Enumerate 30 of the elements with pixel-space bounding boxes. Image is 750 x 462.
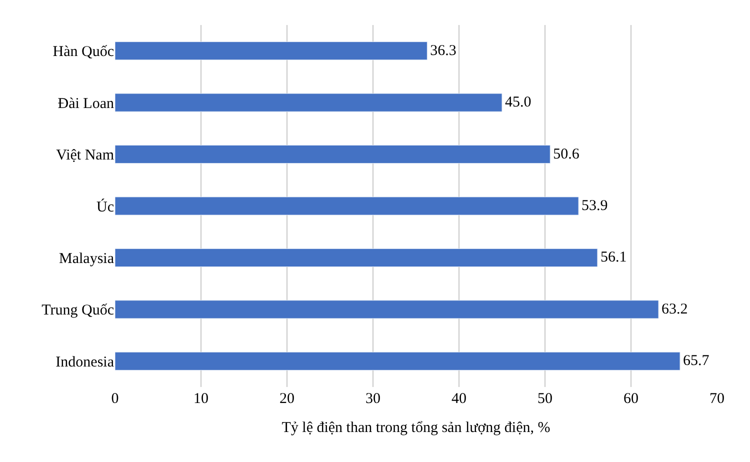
data-label: 56.1 (600, 250, 627, 266)
x-tick-label: 50 (538, 391, 552, 407)
y-tick-label: Đài Loan (58, 96, 114, 112)
x-axis-title: Tỷ lệ điện than trong tổng sản lượng điện, % (282, 420, 550, 436)
x-tick-label: 30 (366, 391, 380, 407)
y-tick-label: Úc (96, 198, 114, 216)
y-tick-label: Malaysia (59, 250, 114, 267)
y-tick-label: Trung Quốc (42, 302, 114, 319)
data-label: 45.0 (505, 94, 532, 111)
x-tick-label: 60 (624, 391, 638, 407)
bar (115, 352, 680, 370)
bar (115, 248, 598, 268)
bar (115, 144, 550, 164)
x-tick-label: 0 (111, 391, 119, 407)
x-tick-label: 70 (710, 391, 724, 407)
bar (115, 42, 428, 60)
data-label: 65.7 (683, 353, 710, 370)
y-tick-label: Indonesia (56, 354, 114, 370)
x-tick-label: 10 (194, 391, 208, 407)
data-label: 63.2 (662, 301, 688, 318)
bar (115, 300, 659, 319)
y-tick-label: Việt Nam (56, 148, 114, 164)
data-label: 50.6 (553, 146, 580, 162)
y-tick-label: Hàn Quốc (52, 44, 114, 60)
data-label: 53.9 (582, 198, 608, 214)
bar (115, 196, 579, 216)
x-tick-label: 40 (452, 391, 466, 407)
bar (115, 93, 502, 112)
x-tick-label: 20 (280, 391, 294, 407)
data-label: 36.3 (430, 42, 456, 59)
